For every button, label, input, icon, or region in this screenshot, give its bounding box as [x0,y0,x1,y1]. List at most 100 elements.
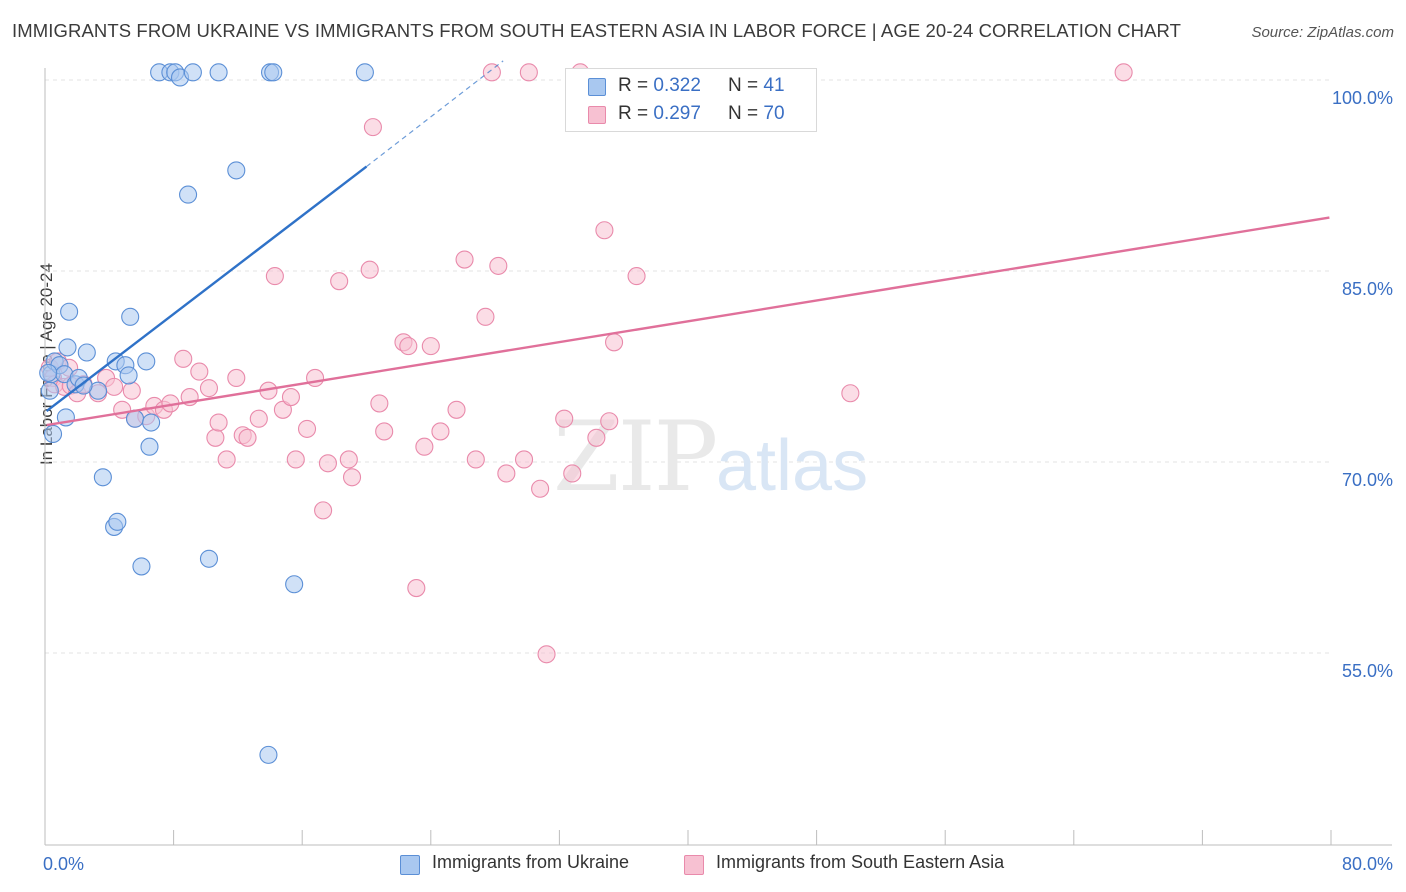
blue-points [39,63,374,764]
point-sea [514,450,534,469]
legend-swatch-pink [588,106,606,124]
point-ukraine [119,366,138,385]
bottom-legend-swatch-blue [400,855,420,875]
point-sea [415,437,434,456]
point-ukraine [39,363,58,382]
point-ukraine [77,343,96,362]
point-sea [206,428,225,447]
point-sea [399,337,418,356]
point-ukraine [58,338,77,357]
point-sea [531,479,550,498]
point-sea [286,450,305,469]
point-sea [587,428,606,447]
point-ukraine [74,376,93,395]
point-sea [600,412,619,431]
point-sea [375,422,394,441]
point-ukraine [40,381,59,400]
legend-r-sea: R = 0.297 [618,103,701,124]
y-tick-label: 85.0% [1342,279,1393,299]
point-sea [482,63,501,82]
legend-n-sea: N = 70 [728,103,785,124]
y-tick-labels: 55.0% 70.0% 85.0% 100.0% [1332,88,1393,681]
x-tick-labels: 0.0% 80.0% [43,854,1393,874]
point-sea [339,450,358,469]
legend-n-ukraine: N = 41 [728,75,785,96]
point-sea [370,394,389,413]
point-sea [342,468,362,487]
pink-points [40,63,1133,664]
point-sea [122,381,141,400]
source-label: Source: ZipAtlas.com [1251,24,1394,41]
point-sea [627,267,646,286]
point-sea [227,368,246,388]
point-sea [407,579,426,598]
y-tick-label: 100.0% [1332,88,1393,108]
point-sea [421,337,440,356]
point-ukraine [93,468,112,487]
point-ukraine [209,63,228,82]
y-tick-label: 70.0% [1342,470,1393,490]
legend-row-ukraine: R = 0.322 N = 41 [566,73,816,101]
point-sea [297,419,317,438]
point-ukraine [142,413,161,432]
point-sea [519,63,538,82]
x-tick-label: 0.0% [43,854,84,874]
point-ukraine [179,185,198,204]
point-sea [281,388,300,407]
point-sea [273,400,292,419]
trend-lines [45,60,1330,427]
trend-line-sea [46,216,1330,427]
point-ukraine [108,512,127,531]
trend-line-ukraine [45,165,368,413]
point-sea [555,409,574,428]
legend-r-ukraine: R = 0.322 [618,75,701,96]
point-ukraine [355,63,374,82]
legend-row-sea: R = 0.297 N = 70 [566,101,816,129]
point-sea [360,260,379,279]
point-sea [363,118,382,137]
point-sea [497,464,516,483]
point-sea [249,409,268,428]
point-ukraine [285,575,304,594]
point-ukraine [199,549,219,568]
point-ukraine [60,302,79,321]
point-sea [476,307,495,326]
point-sea [841,384,860,403]
point-sea [595,221,614,240]
point-ukraine [259,745,278,764]
watermark-zip: ZIP [553,401,716,513]
point-sea [209,413,228,432]
point-sea [431,422,450,441]
legend-swatch-blue [588,78,606,96]
point-sea [563,464,582,483]
point-sea [1114,63,1133,82]
point-sea [466,450,485,469]
trend-line-ukraine-extension [366,60,504,168]
point-sea [238,428,257,447]
point-sea [265,267,284,286]
point-ukraine [121,307,140,326]
point-sea [330,272,349,291]
point-sea [174,349,193,368]
bottom-legend-label-ukraine: Immigrants from Ukraine [432,852,630,872]
point-sea [306,368,325,388]
point-sea [605,333,624,352]
stats-legend: R = 0.322 N = 41 R = 0.297 N = 70 [565,68,817,132]
point-ukraine [137,352,156,371]
point-ukraine [264,63,283,82]
point-sea [217,450,236,469]
point-sea [447,400,466,419]
point-ukraine [183,63,202,82]
bottom-legend-label-sea: Immigrants from South Eastern Asia [716,852,1005,872]
point-sea [199,379,219,398]
point-ukraine [43,424,63,444]
watermark-atlas: atlas [716,426,868,506]
point-ukraine [132,557,151,576]
point-sea [455,250,474,269]
chart-title: IMMIGRANTS FROM UKRAINE VS IMMIGRANTS FR… [12,20,1182,41]
point-sea [489,256,508,275]
point-ukraine [227,161,246,180]
x-tick-label: 80.0% [1342,854,1393,874]
axes [44,68,1392,846]
